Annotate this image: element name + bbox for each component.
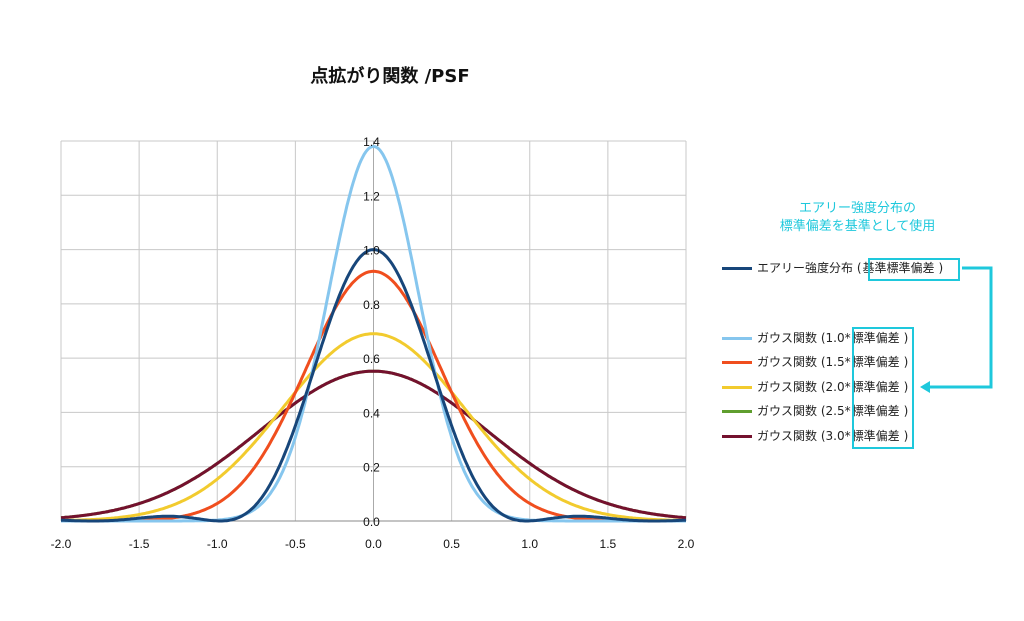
connector-arrow	[928, 266, 993, 389]
x-tick-label: 0.5	[443, 537, 460, 551]
arrowhead-icon	[920, 381, 930, 393]
x-tick-label: 2.0	[678, 537, 695, 551]
legend-swatch	[722, 410, 752, 413]
y-tick-label: 0.8	[363, 298, 380, 312]
legend-close-paren: )	[903, 429, 909, 443]
highlight-box-reference	[868, 258, 960, 281]
x-tick-label: -2.0	[51, 537, 72, 551]
y-tick-label: 1.2	[363, 189, 380, 203]
annotation: エアリー強度分布の 標準偏差を基準として使用	[740, 200, 975, 236]
legend-label: ガウス関数 (1.5*	[757, 355, 851, 369]
legend-item: ガウス関数 (3.0*標準偏差)	[722, 427, 908, 445]
legend-label: エアリー強度分布 (	[757, 261, 862, 275]
legend-swatch	[722, 337, 752, 340]
legend-close-paren: )	[938, 261, 944, 275]
x-tick-label: -1.0	[207, 537, 228, 551]
legend-close-paren: )	[903, 331, 909, 345]
legend-close-paren: )	[903, 355, 909, 369]
legend-label-suffix: 標準偏差	[851, 429, 900, 443]
legend-swatch	[722, 435, 752, 438]
legend-item: エアリー強度分布 (基準標準偏差)	[722, 259, 943, 277]
y-tick-label: 1.4	[363, 135, 380, 149]
y-tick-label: 0.4	[363, 406, 380, 420]
legend-swatch	[722, 386, 752, 389]
legend-label: ガウス関数 (3.0*	[757, 429, 851, 443]
chart-title: 点拡がり関数 /PSF	[310, 66, 470, 87]
legend-item: ガウス関数 (2.5*標準偏差)	[722, 402, 908, 420]
y-tick-label: 1.0	[363, 244, 380, 258]
x-tick-label: 1.5	[600, 537, 617, 551]
legend-label: ガウス関数 (1.0*	[757, 331, 851, 345]
series-line-1	[61, 144, 686, 523]
y-tick-label: 0.6	[363, 352, 380, 366]
legend-item: ガウス関数 (2.0*標準偏差)	[722, 378, 908, 396]
legend-label: ガウス関数 (2.0*	[757, 380, 851, 394]
legend-label-suffix: 標準偏差	[851, 331, 900, 345]
series-line-5	[60, 369, 687, 520]
x-tick-label: -1.5	[129, 537, 150, 551]
legend-close-paren: )	[903, 380, 909, 394]
legend-item: ガウス関数 (1.0*標準偏差)	[722, 329, 908, 347]
legend-close-paren: )	[903, 404, 909, 418]
x-tick-label: -0.5	[285, 537, 306, 551]
annotation-line-1: エアリー強度分布の	[798, 201, 916, 216]
series-line-3	[61, 332, 686, 522]
legend-item: ガウス関数 (1.5*標準偏差)	[722, 353, 908, 371]
y-tick-label: 0.0	[363, 515, 380, 529]
legend-swatch	[722, 361, 752, 364]
series-line-2	[61, 269, 686, 523]
annotation-line-2: 標準偏差を基準として使用	[779, 219, 936, 234]
legend-label-suffix: 標準偏差	[851, 380, 900, 394]
x-tick-label: 0.0	[365, 537, 382, 551]
legend-label-suffix: 基準標準偏差	[862, 261, 935, 275]
legend-swatch	[722, 267, 752, 270]
highlight-box-gauss	[852, 327, 914, 449]
y-tick-label: 0.2	[363, 461, 380, 475]
legend-label-suffix: 標準偏差	[851, 404, 900, 418]
series-line-0	[61, 248, 686, 523]
legend-label: ガウス関数 (2.5*	[757, 404, 851, 418]
legend-label-suffix: 標準偏差	[851, 355, 900, 369]
x-tick-label: 1.0	[521, 537, 538, 551]
